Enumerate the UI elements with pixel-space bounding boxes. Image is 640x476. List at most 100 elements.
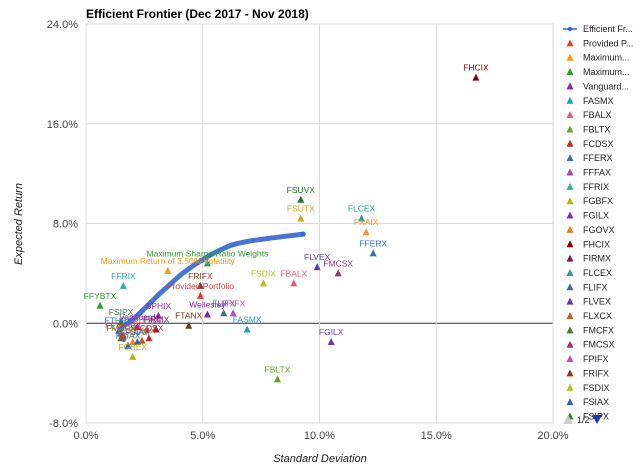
y-tick-label: -8.0% bbox=[49, 418, 78, 430]
y-tick-label: 16.0% bbox=[47, 119, 78, 131]
point-label: FLVEX bbox=[304, 252, 331, 262]
legend-pager[interactable]: 1/2 bbox=[563, 415, 602, 425]
legend-entry[interactable]: Vanguard... bbox=[566, 81, 629, 91]
point-label: Maximum Sharpe Ratio Weights bbox=[147, 248, 269, 258]
y-tick-label: 24.0% bbox=[47, 19, 78, 31]
legend-entry[interactable]: Maximum... bbox=[566, 53, 630, 63]
fund-points bbox=[96, 73, 480, 383]
point-label: Vanguard bbox=[119, 312, 156, 322]
legend-entry[interactable]: FLIFX bbox=[566, 282, 608, 292]
point-marker bbox=[259, 279, 267, 287]
point-marker bbox=[119, 281, 127, 289]
legend-prev-icon[interactable] bbox=[563, 415, 573, 424]
legend-entry[interactable]: FGOVX bbox=[566, 225, 615, 235]
point-marker bbox=[138, 336, 146, 344]
legend-entry[interactable]: FASMX bbox=[566, 96, 614, 106]
legend-label: FBLTX bbox=[583, 124, 610, 134]
legend-triangle-icon bbox=[566, 53, 574, 61]
legend-entry[interactable]: FGILX bbox=[566, 211, 610, 221]
legend-label: FGILX bbox=[583, 211, 609, 221]
legend-entry[interactable]: FBALX bbox=[566, 110, 612, 120]
point-label: FMCFX bbox=[106, 323, 136, 333]
point-marker bbox=[243, 325, 251, 333]
legend-entry[interactable]: FGBFX bbox=[566, 196, 614, 206]
legend-entry[interactable]: FFFAX bbox=[566, 168, 612, 178]
point-marker bbox=[133, 322, 141, 330]
point-marker bbox=[273, 375, 281, 383]
legend-entry[interactable]: FMCFX bbox=[566, 325, 615, 335]
legend-entry[interactable]: FBLTX bbox=[566, 124, 611, 134]
legend-triangle-icon bbox=[566, 240, 574, 248]
point-marker bbox=[133, 337, 141, 345]
legend-entry[interactable]: Efficient Fr... bbox=[563, 24, 633, 34]
point-marker bbox=[129, 352, 137, 360]
legend-label: FPIFX bbox=[583, 354, 609, 364]
axes: 24.0%16.0%8.0%0.0%-8.0%0.0% 5.0% 10.0% 15.0… bbox=[47, 19, 569, 442]
point-label: FCDSX bbox=[135, 323, 164, 333]
legend-label: FHCIX bbox=[583, 239, 610, 249]
legend-label: Provided P... bbox=[583, 38, 633, 48]
point-marker bbox=[203, 259, 211, 267]
legend-triangle-icon bbox=[566, 398, 574, 406]
legend-label: FGOVX bbox=[583, 225, 615, 235]
point-label: SPHIX bbox=[146, 301, 172, 311]
point-label: FXAIX bbox=[354, 217, 379, 227]
legend-entry[interactable]: FMCSX bbox=[566, 340, 615, 350]
point-label: FTHRX bbox=[105, 316, 134, 326]
point-label: FASMX bbox=[233, 314, 262, 324]
point-label: FSUVX bbox=[287, 185, 316, 195]
point-label: FSIAX bbox=[125, 327, 150, 337]
legend-label: FCDSX bbox=[583, 139, 614, 149]
legend-entry[interactable]: FSDIX bbox=[566, 383, 610, 393]
legend-triangle-icon bbox=[566, 111, 574, 119]
legend-dot-icon bbox=[567, 26, 573, 32]
legend-label: Vanguard... bbox=[583, 81, 629, 91]
point-marker bbox=[154, 311, 162, 319]
legend-triangle-icon bbox=[566, 125, 574, 133]
y-tick-label: 8.0% bbox=[53, 219, 78, 231]
point-label: FPIFX bbox=[221, 298, 245, 308]
legend-entry[interactable]: FHCIX bbox=[566, 239, 611, 249]
point-marker bbox=[164, 266, 172, 274]
frontier-endpoint bbox=[300, 231, 306, 237]
point-marker bbox=[229, 309, 237, 317]
point-marker bbox=[297, 195, 305, 203]
legend-label: FFRIX bbox=[583, 182, 609, 192]
chart-title: Efficient Frontier (Dec 2017 - Nov 2018) bbox=[86, 7, 309, 21]
legend-entry[interactable]: Maximum... bbox=[566, 67, 630, 77]
legend-label: FRIFX bbox=[583, 368, 609, 378]
legend-label: FLVEX bbox=[583, 297, 611, 307]
point-marker bbox=[472, 73, 480, 81]
legend-triangle-icon bbox=[566, 297, 574, 305]
point-label: FSIAX bbox=[116, 331, 141, 341]
point-label: FGILX bbox=[319, 327, 344, 337]
legend-entry[interactable]: FPIFX bbox=[566, 354, 609, 364]
legend-entry[interactable]: FFERX bbox=[566, 153, 613, 163]
legend-triangle-icon bbox=[566, 82, 574, 90]
legend-entry[interactable]: FIRMX bbox=[566, 254, 612, 264]
legend-triangle-icon bbox=[566, 254, 574, 262]
point-label: FBALX bbox=[280, 268, 307, 278]
legend-entry[interactable]: FCDSX bbox=[566, 139, 614, 149]
legend-triangle-icon bbox=[566, 68, 574, 76]
legend-page-indicator: 1/2 bbox=[577, 415, 590, 425]
legend-entry[interactable]: FLXCX bbox=[566, 311, 613, 321]
point-marker bbox=[129, 337, 137, 345]
legend-label: FLXCX bbox=[583, 311, 612, 321]
legend-label: FGBFX bbox=[583, 196, 613, 206]
legend-entry[interactable]: FFRIX bbox=[566, 182, 610, 192]
point-label: FBLTX bbox=[265, 364, 291, 374]
legend-entry[interactable]: Provided P... bbox=[566, 38, 634, 48]
point-label: FFRIX bbox=[111, 271, 136, 281]
legend-triangle-icon bbox=[566, 340, 574, 348]
legend-entry[interactable]: FRIFX bbox=[566, 368, 610, 378]
point-label: FLIFX bbox=[212, 298, 235, 308]
point-label: FSDIX bbox=[251, 268, 276, 278]
legend-triangle-icon bbox=[566, 383, 574, 391]
legend-entry[interactable]: FSIAX bbox=[566, 397, 610, 407]
legend-entry[interactable]: FLVEX bbox=[566, 297, 611, 307]
legend-entry[interactable]: FLCEX bbox=[566, 268, 613, 278]
legend-next-icon[interactable] bbox=[592, 415, 602, 424]
legend-triangle-icon bbox=[566, 211, 574, 219]
point-label: FRIFX bbox=[188, 271, 213, 281]
